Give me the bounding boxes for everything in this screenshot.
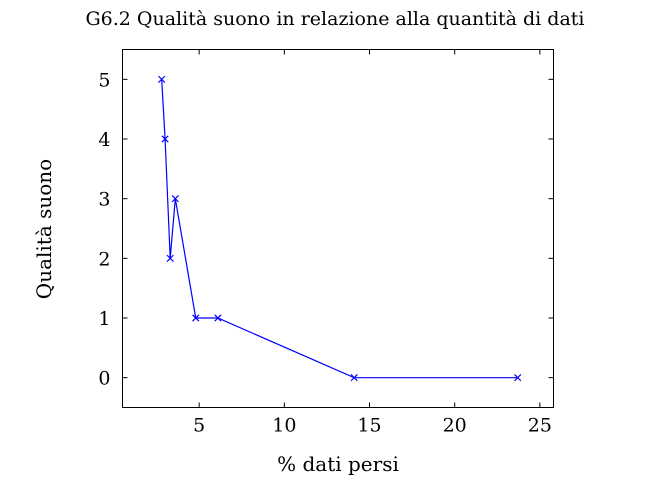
y-tick-label: 0 xyxy=(98,368,110,390)
axis-ticks xyxy=(122,49,554,408)
data-point-marker xyxy=(514,374,522,382)
series-layer xyxy=(158,75,522,382)
y-tick-label: 2 xyxy=(98,248,110,270)
data-point-marker xyxy=(171,195,179,203)
x-axis-label: % dati persi xyxy=(277,452,399,476)
data-point-marker xyxy=(214,314,222,322)
y-tick-label: 5 xyxy=(98,69,110,91)
x-tick-label: 20 xyxy=(443,415,467,437)
x-tick-label: 5 xyxy=(193,415,205,437)
y-tick-label: 1 xyxy=(98,308,110,330)
data-point-marker xyxy=(166,254,174,262)
y-tick-label: 4 xyxy=(98,129,110,151)
x-tick-label: 10 xyxy=(272,415,296,437)
tick-labels: 5 10 15 20 25 0 1 2 3 4 5 xyxy=(98,69,552,436)
chart-title: G6.2 Qualità suono in relazione alla qua… xyxy=(85,8,584,30)
data-point-marker xyxy=(192,314,200,322)
data-point-marker xyxy=(350,374,358,382)
y-tick-label: 3 xyxy=(98,189,110,211)
data-point-marker xyxy=(158,75,166,83)
series-line xyxy=(161,79,518,379)
plot-frame xyxy=(122,49,554,408)
x-tick-label: 15 xyxy=(357,415,381,437)
data-point-marker xyxy=(161,135,169,143)
y-axis-label: Qualità suono xyxy=(32,159,56,299)
x-tick-label: 25 xyxy=(528,415,552,437)
